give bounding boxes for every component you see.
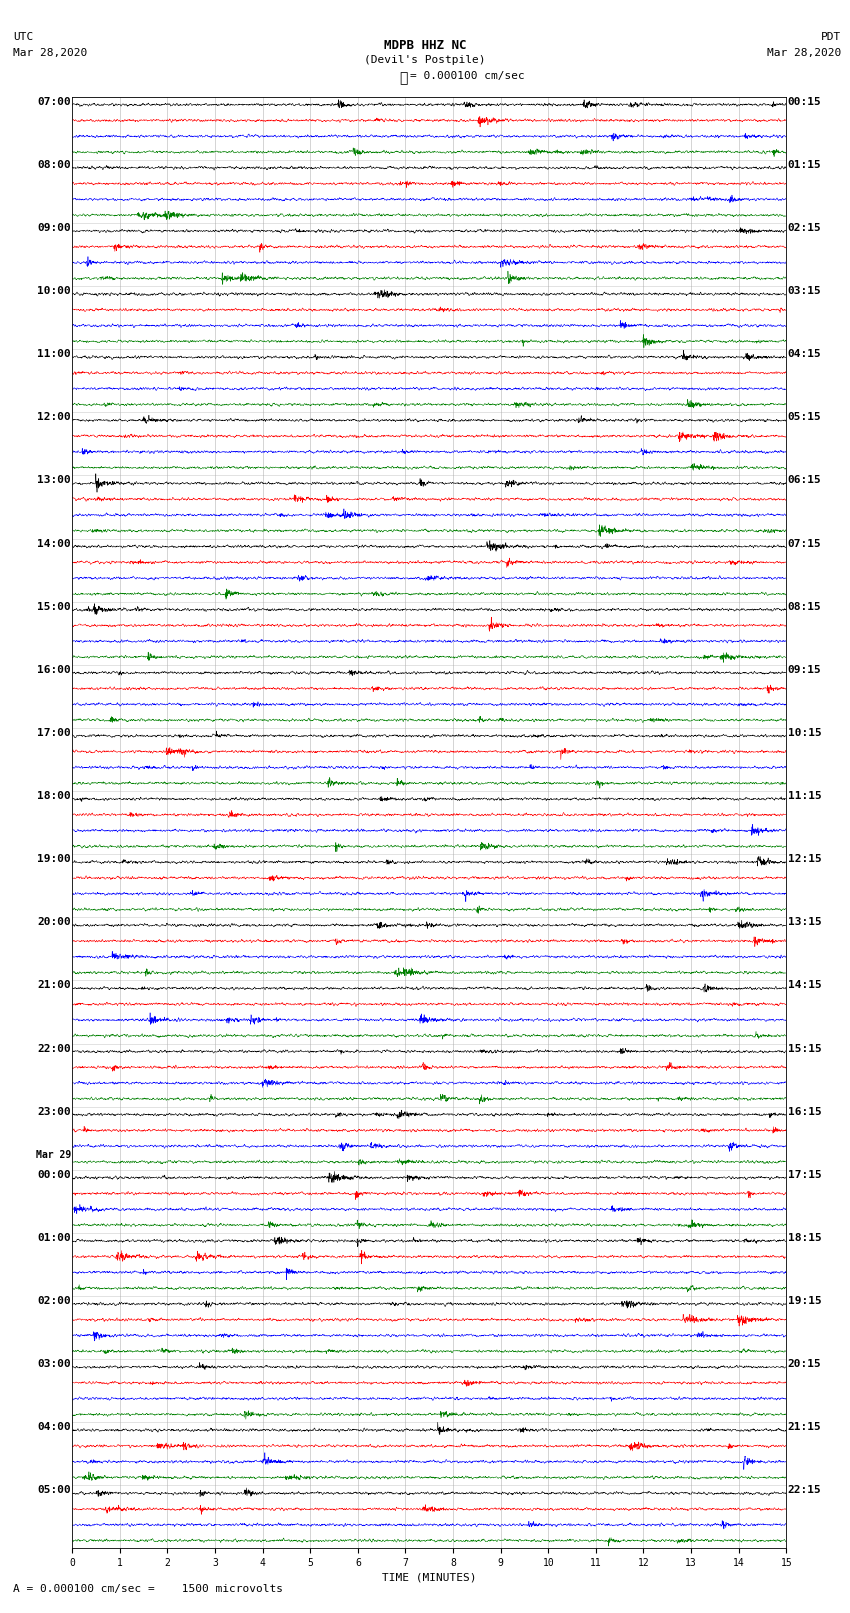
Text: 17:15: 17:15 [788, 1169, 821, 1179]
Text: 21:00: 21:00 [37, 981, 71, 990]
Text: 16:15: 16:15 [788, 1107, 821, 1116]
Text: 10:00: 10:00 [37, 286, 71, 297]
Text: 02:00: 02:00 [37, 1295, 71, 1307]
Text: 16:00: 16:00 [37, 665, 71, 674]
Text: 10:15: 10:15 [788, 727, 821, 739]
Text: 01:15: 01:15 [788, 160, 821, 169]
Text: 03:15: 03:15 [788, 286, 821, 297]
Text: Mar 28,2020: Mar 28,2020 [13, 48, 87, 58]
Text: 03:00: 03:00 [37, 1360, 71, 1369]
Text: 18:15: 18:15 [788, 1232, 821, 1244]
Text: 20:00: 20:00 [37, 918, 71, 927]
Text: 00:00: 00:00 [37, 1169, 71, 1179]
Text: 13:15: 13:15 [788, 918, 821, 927]
Text: 14:15: 14:15 [788, 981, 821, 990]
Text: 02:15: 02:15 [788, 223, 821, 232]
Text: 07:15: 07:15 [788, 539, 821, 548]
Text: 09:00: 09:00 [37, 223, 71, 232]
Text: PDT: PDT [821, 32, 842, 42]
Text: 22:00: 22:00 [37, 1044, 71, 1053]
Text: Mar 28,2020: Mar 28,2020 [768, 48, 842, 58]
Text: 00:15: 00:15 [788, 97, 821, 106]
Text: 09:15: 09:15 [788, 665, 821, 674]
Text: 11:00: 11:00 [37, 350, 71, 360]
Text: 21:15: 21:15 [788, 1423, 821, 1432]
Text: 08:15: 08:15 [788, 602, 821, 611]
Text: 04:15: 04:15 [788, 350, 821, 360]
Text: 05:15: 05:15 [788, 413, 821, 423]
Text: 19:00: 19:00 [37, 855, 71, 865]
Text: = 0.000100 cm/sec: = 0.000100 cm/sec [410, 71, 524, 81]
Text: 18:00: 18:00 [37, 790, 71, 802]
Text: 22:15: 22:15 [788, 1486, 821, 1495]
Text: (Devil's Postpile): (Devil's Postpile) [365, 55, 485, 65]
Text: UTC: UTC [13, 32, 33, 42]
Text: 13:00: 13:00 [37, 476, 71, 486]
Text: 01:00: 01:00 [37, 1232, 71, 1244]
Text: 05:00: 05:00 [37, 1486, 71, 1495]
Text: 11:15: 11:15 [788, 790, 821, 802]
Text: MDPB HHZ NC: MDPB HHZ NC [383, 39, 467, 52]
Text: 15:00: 15:00 [37, 602, 71, 611]
Text: 17:00: 17:00 [37, 727, 71, 739]
X-axis label: TIME (MINUTES): TIME (MINUTES) [382, 1573, 477, 1582]
Text: 19:15: 19:15 [788, 1295, 821, 1307]
Text: 20:15: 20:15 [788, 1360, 821, 1369]
Text: 06:15: 06:15 [788, 476, 821, 486]
Text: ⎹: ⎹ [400, 71, 408, 85]
Text: 12:15: 12:15 [788, 855, 821, 865]
Text: 04:00: 04:00 [37, 1423, 71, 1432]
Text: A = 0.000100 cm/sec =    1500 microvolts: A = 0.000100 cm/sec = 1500 microvolts [13, 1584, 283, 1594]
Text: 15:15: 15:15 [788, 1044, 821, 1053]
Text: 14:00: 14:00 [37, 539, 71, 548]
Text: 23:00: 23:00 [37, 1107, 71, 1116]
Text: 08:00: 08:00 [37, 160, 71, 169]
Text: 07:00: 07:00 [37, 97, 71, 106]
Text: Mar 29: Mar 29 [36, 1150, 71, 1160]
Text: 12:00: 12:00 [37, 413, 71, 423]
